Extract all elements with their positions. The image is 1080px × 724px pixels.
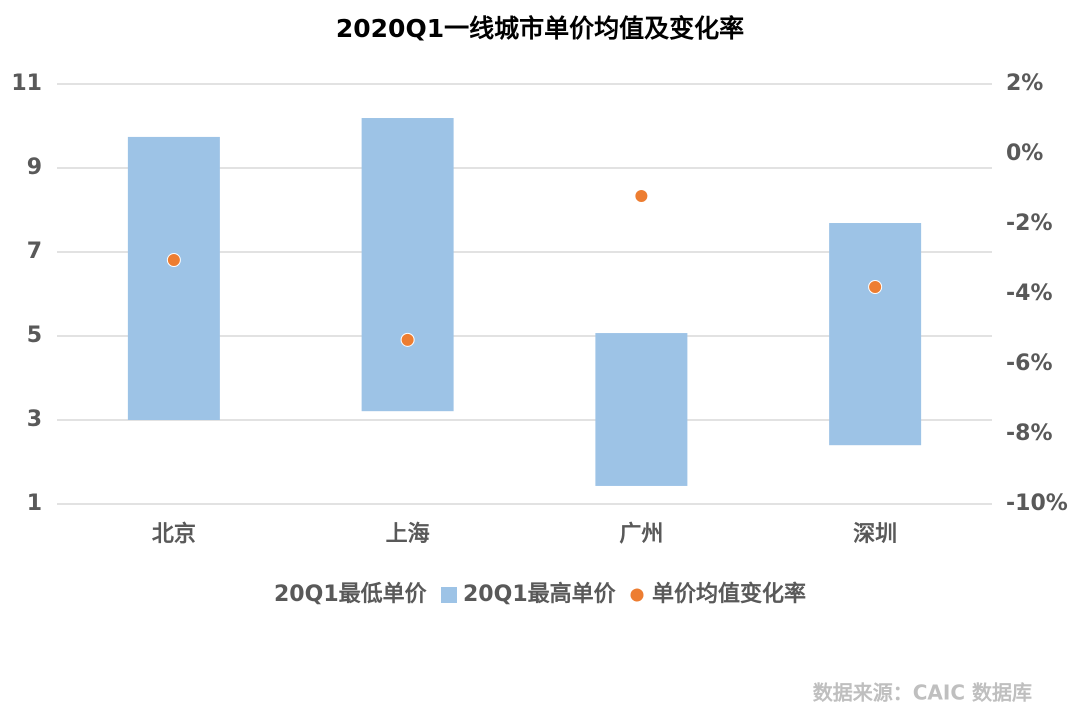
legend-label: 20Q1最低单价 xyxy=(274,582,428,607)
dot xyxy=(166,253,181,268)
y2-tick-label: -4% xyxy=(1006,281,1052,306)
legend-swatch xyxy=(630,588,644,602)
x-tick-label: 北京 xyxy=(152,521,196,547)
y-tick-label: 1 xyxy=(27,491,42,516)
y2-tick-label: -10% xyxy=(1006,491,1068,516)
y-tick-label: 7 xyxy=(27,239,42,264)
bar xyxy=(127,136,220,421)
x-tick-label: 深圳 xyxy=(853,522,897,547)
legend-swatch xyxy=(441,587,457,603)
y-tick-label: 3 xyxy=(27,407,42,432)
legend-label: 20Q1最高单价 xyxy=(463,581,617,607)
y2-tick-label: 0% xyxy=(1006,141,1043,166)
source: 数据来源：CAIC 数据库 xyxy=(813,681,1032,705)
dot xyxy=(400,332,415,347)
dot xyxy=(868,280,883,294)
bar xyxy=(595,333,688,486)
y-tick-label: 11 xyxy=(11,71,42,96)
legend-label: 单价均值变化率 xyxy=(652,581,806,607)
bar xyxy=(829,223,922,446)
y2-tick-label: 2% xyxy=(1006,71,1043,96)
bar xyxy=(361,118,454,412)
y2-tick-label: -8% xyxy=(1006,421,1052,446)
y2-tick-label: -2% xyxy=(1006,211,1052,236)
x-tick-label: 广州 xyxy=(619,521,663,547)
y-tick-label: 5 xyxy=(27,323,42,348)
x-tick-label: 上海 xyxy=(386,521,430,547)
dot xyxy=(634,189,649,203)
chart-title: 2020Q1一线城市单价均值及变化率 xyxy=(336,14,744,43)
y-tick-label: 9 xyxy=(27,155,42,180)
y2-tick-label: -6% xyxy=(1006,351,1052,376)
